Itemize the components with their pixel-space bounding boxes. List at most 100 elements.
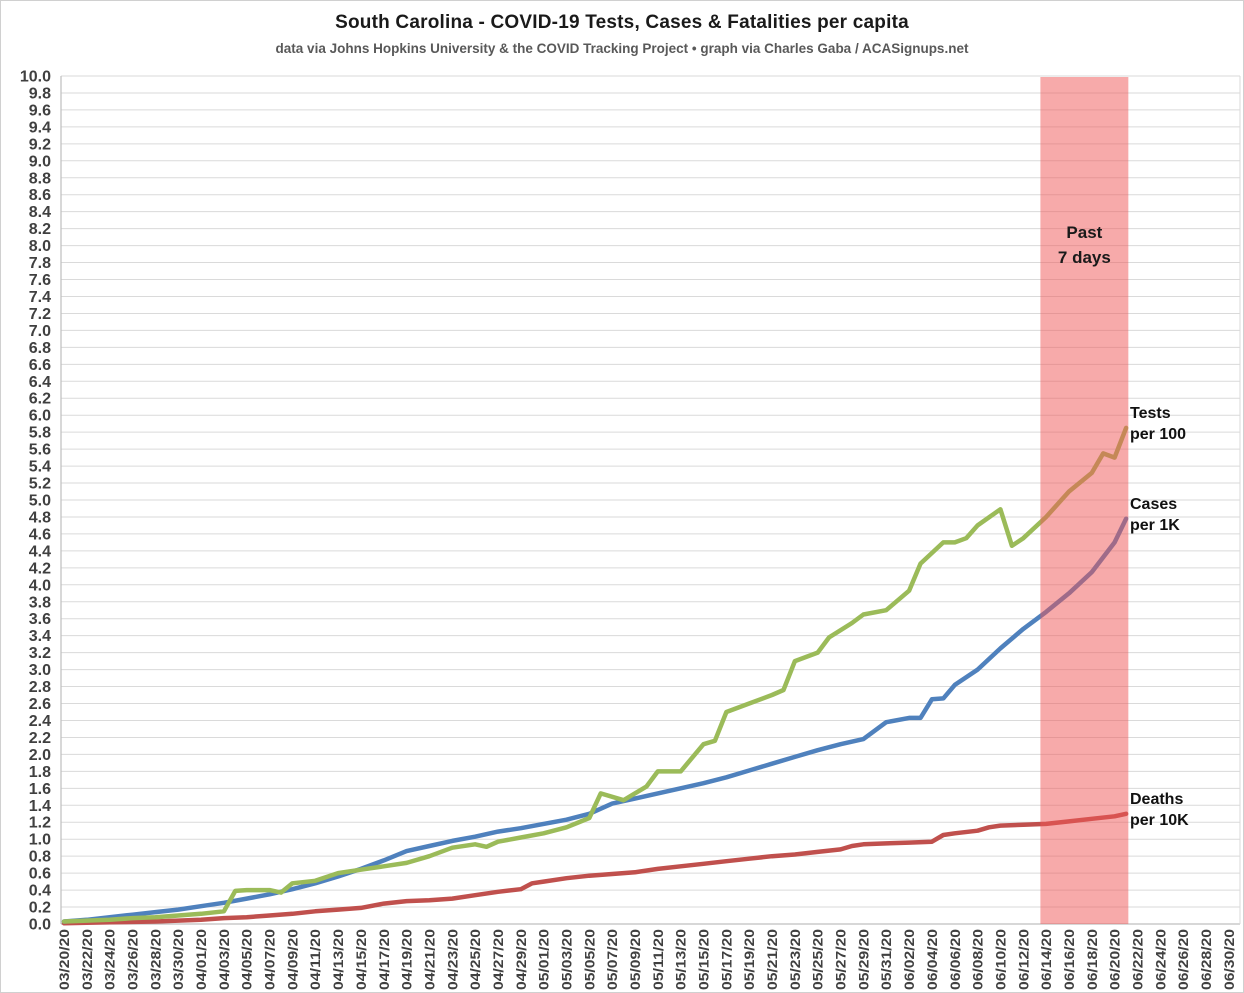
x-axis-tick-label: 04/15/20	[353, 929, 369, 990]
x-axis-tick-label: 05/07/20	[604, 929, 620, 990]
y-axis-tick-label: 4.0	[29, 577, 51, 594]
deaths-series-label-line1: Deaths	[1130, 790, 1184, 808]
past-7-days-label-line2: 7 days	[1057, 248, 1111, 267]
deaths-series-label-line2: per 10K	[1130, 811, 1189, 829]
x-axis-tick-label: 06/28/20	[1198, 929, 1214, 990]
y-axis-tick-label: 0.4	[29, 883, 51, 900]
y-axis-tick-label: 7.4	[29, 289, 51, 306]
x-axis-tick-label: 04/21/20	[421, 929, 437, 990]
y-axis-tick-label: 9.2	[29, 136, 51, 153]
x-axis-tick-label: 05/13/20	[673, 929, 689, 990]
y-axis-tick-label: 3.4	[29, 628, 51, 645]
x-axis-tick-label: 04/27/20	[490, 929, 506, 990]
x-axis-tick-label: 06/14/20	[1038, 929, 1054, 990]
y-axis-tick-label: 5.8	[29, 425, 51, 442]
y-axis-tick-label: 5.0	[29, 493, 51, 510]
x-axis-tick-label: 05/27/20	[833, 929, 849, 990]
y-axis-tick-label: 4.8	[29, 509, 51, 526]
x-axis-tick-label: 04/19/20	[399, 929, 415, 990]
y-axis-tick-label: 5.2	[29, 476, 51, 493]
tests-series-label: Tests per 100	[1130, 403, 1186, 445]
x-axis-tick-label: 04/11/20	[307, 929, 323, 990]
y-axis-tick-label: 2.8	[29, 679, 51, 696]
x-axis-tick-label: 05/05/20	[581, 929, 597, 990]
y-axis-tick-label: 6.4	[29, 374, 51, 391]
x-axis-tick-label: 05/17/20	[718, 929, 734, 990]
y-axis-tick-label: 0.0	[29, 917, 51, 934]
y-axis-tick-label: 9.6	[29, 102, 51, 119]
y-axis-tick-label: 7.2	[29, 306, 51, 323]
x-axis-tick-label: 03/30/20	[170, 929, 186, 990]
x-axis-tick-label: 03/26/20	[125, 929, 141, 990]
y-axis-tick-label: 1.6	[29, 781, 51, 798]
x-axis-tick-label: 05/09/20	[627, 929, 643, 990]
y-axis-tick-label: 9.0	[29, 153, 51, 170]
x-axis-tick-label: 06/20/20	[1107, 929, 1123, 990]
x-axis-tick-label: 03/22/20	[79, 929, 95, 990]
x-axis-tick-label: 05/31/20	[878, 929, 894, 990]
y-axis-tick-label: 8.6	[29, 187, 51, 204]
y-axis-tick-label: 9.4	[29, 119, 51, 136]
cases-series-label-line2: per 1K	[1130, 516, 1180, 534]
cases-series-label: Cases per 1K	[1130, 494, 1180, 536]
y-axis-tick-label: 4.6	[29, 526, 51, 543]
y-axis-tick-label: 3.0	[29, 662, 51, 679]
y-axis-tick-label: 1.4	[29, 798, 51, 815]
chart-title: South Carolina - COVID-19 Tests, Cases &…	[335, 12, 909, 33]
y-axis-tick-label: 0.2	[29, 900, 51, 917]
x-axis-tick-label: 04/05/20	[239, 929, 255, 990]
y-axis-tick-label: 10.0	[20, 69, 51, 86]
x-axis-tick-label: 06/22/20	[1129, 929, 1145, 990]
y-axis-tick-label: 3.6	[29, 611, 51, 628]
cases-series-label-line1: Cases	[1130, 495, 1178, 513]
y-axis-tick-label: 7.8	[29, 255, 51, 272]
y-axis-tick-label: 1.2	[29, 815, 51, 832]
y-axis-tick-label: 2.2	[29, 730, 51, 747]
y-axis-tick-label: 0.6	[29, 866, 51, 883]
x-axis-tick-label: 05/25/20	[810, 929, 826, 990]
x-axis-tick-label: 04/25/20	[467, 929, 483, 990]
x-axis-tick-label: 06/06/20	[947, 929, 963, 990]
y-axis-tick-label: 2.4	[29, 713, 51, 730]
y-axis-tick-label: 1.8	[29, 764, 51, 781]
y-axis-tick-label: 8.4	[29, 204, 51, 221]
y-axis-tick-label: 8.2	[29, 221, 51, 238]
tests-series-label-line1: Tests	[1130, 404, 1171, 422]
deaths-series-label: Deaths per 10K	[1130, 789, 1189, 831]
x-axis-tick-label: 03/24/20	[102, 929, 118, 990]
x-axis-tick-label: 06/26/20	[1175, 929, 1191, 990]
y-axis-tick-label: 6.6	[29, 357, 51, 374]
y-axis-tick-label: 9.8	[29, 85, 51, 102]
x-axis-tick-label: 06/08/20	[970, 929, 986, 990]
x-axis-tick-label: 06/18/20	[1084, 929, 1100, 990]
x-axis-tick-label: 04/23/20	[444, 929, 460, 990]
x-axis-tick-label: 04/17/20	[376, 929, 392, 990]
x-axis-tick-label: 06/10/20	[992, 929, 1008, 990]
x-axis-tick-label: 06/16/20	[1061, 929, 1077, 990]
y-axis-tick-label: 8.8	[29, 170, 51, 187]
past-7-days-label-line1: Past	[1066, 223, 1103, 242]
x-axis-tick-label: 04/03/20	[216, 929, 232, 990]
y-axis-tick-label: 7.6	[29, 272, 51, 289]
y-axis-tick-label: 5.6	[29, 442, 51, 459]
tests-series-label-line2: per 100	[1130, 425, 1187, 443]
x-axis-tick-label: 04/01/20	[193, 929, 209, 990]
x-axis-tick-label: 05/01/20	[536, 929, 552, 990]
x-axis-tick-label: 04/13/20	[330, 929, 346, 990]
y-axis-tick-label: 6.8	[29, 340, 51, 357]
x-axis-tick-label: 04/07/20	[262, 929, 278, 990]
y-axis-tick-label: 2.0	[29, 747, 51, 764]
past-7-days-label: Past 7 days	[1040, 220, 1128, 270]
x-axis-tick-label: 05/29/20	[855, 929, 871, 990]
x-axis-tick-label: 06/04/20	[924, 929, 940, 990]
x-axis-tick-label: 04/29/20	[513, 929, 529, 990]
y-axis-tick-label: 0.8	[29, 849, 51, 866]
x-axis-tick-label: 06/12/20	[1015, 929, 1031, 990]
y-axis-tick-label: 1.0	[29, 832, 51, 849]
y-axis-tick-label: 4.4	[29, 543, 51, 560]
y-axis-tick-label: 3.2	[29, 645, 51, 662]
y-axis-tick-label: 6.2	[29, 391, 51, 408]
x-axis-tick-label: 05/03/20	[558, 929, 574, 990]
